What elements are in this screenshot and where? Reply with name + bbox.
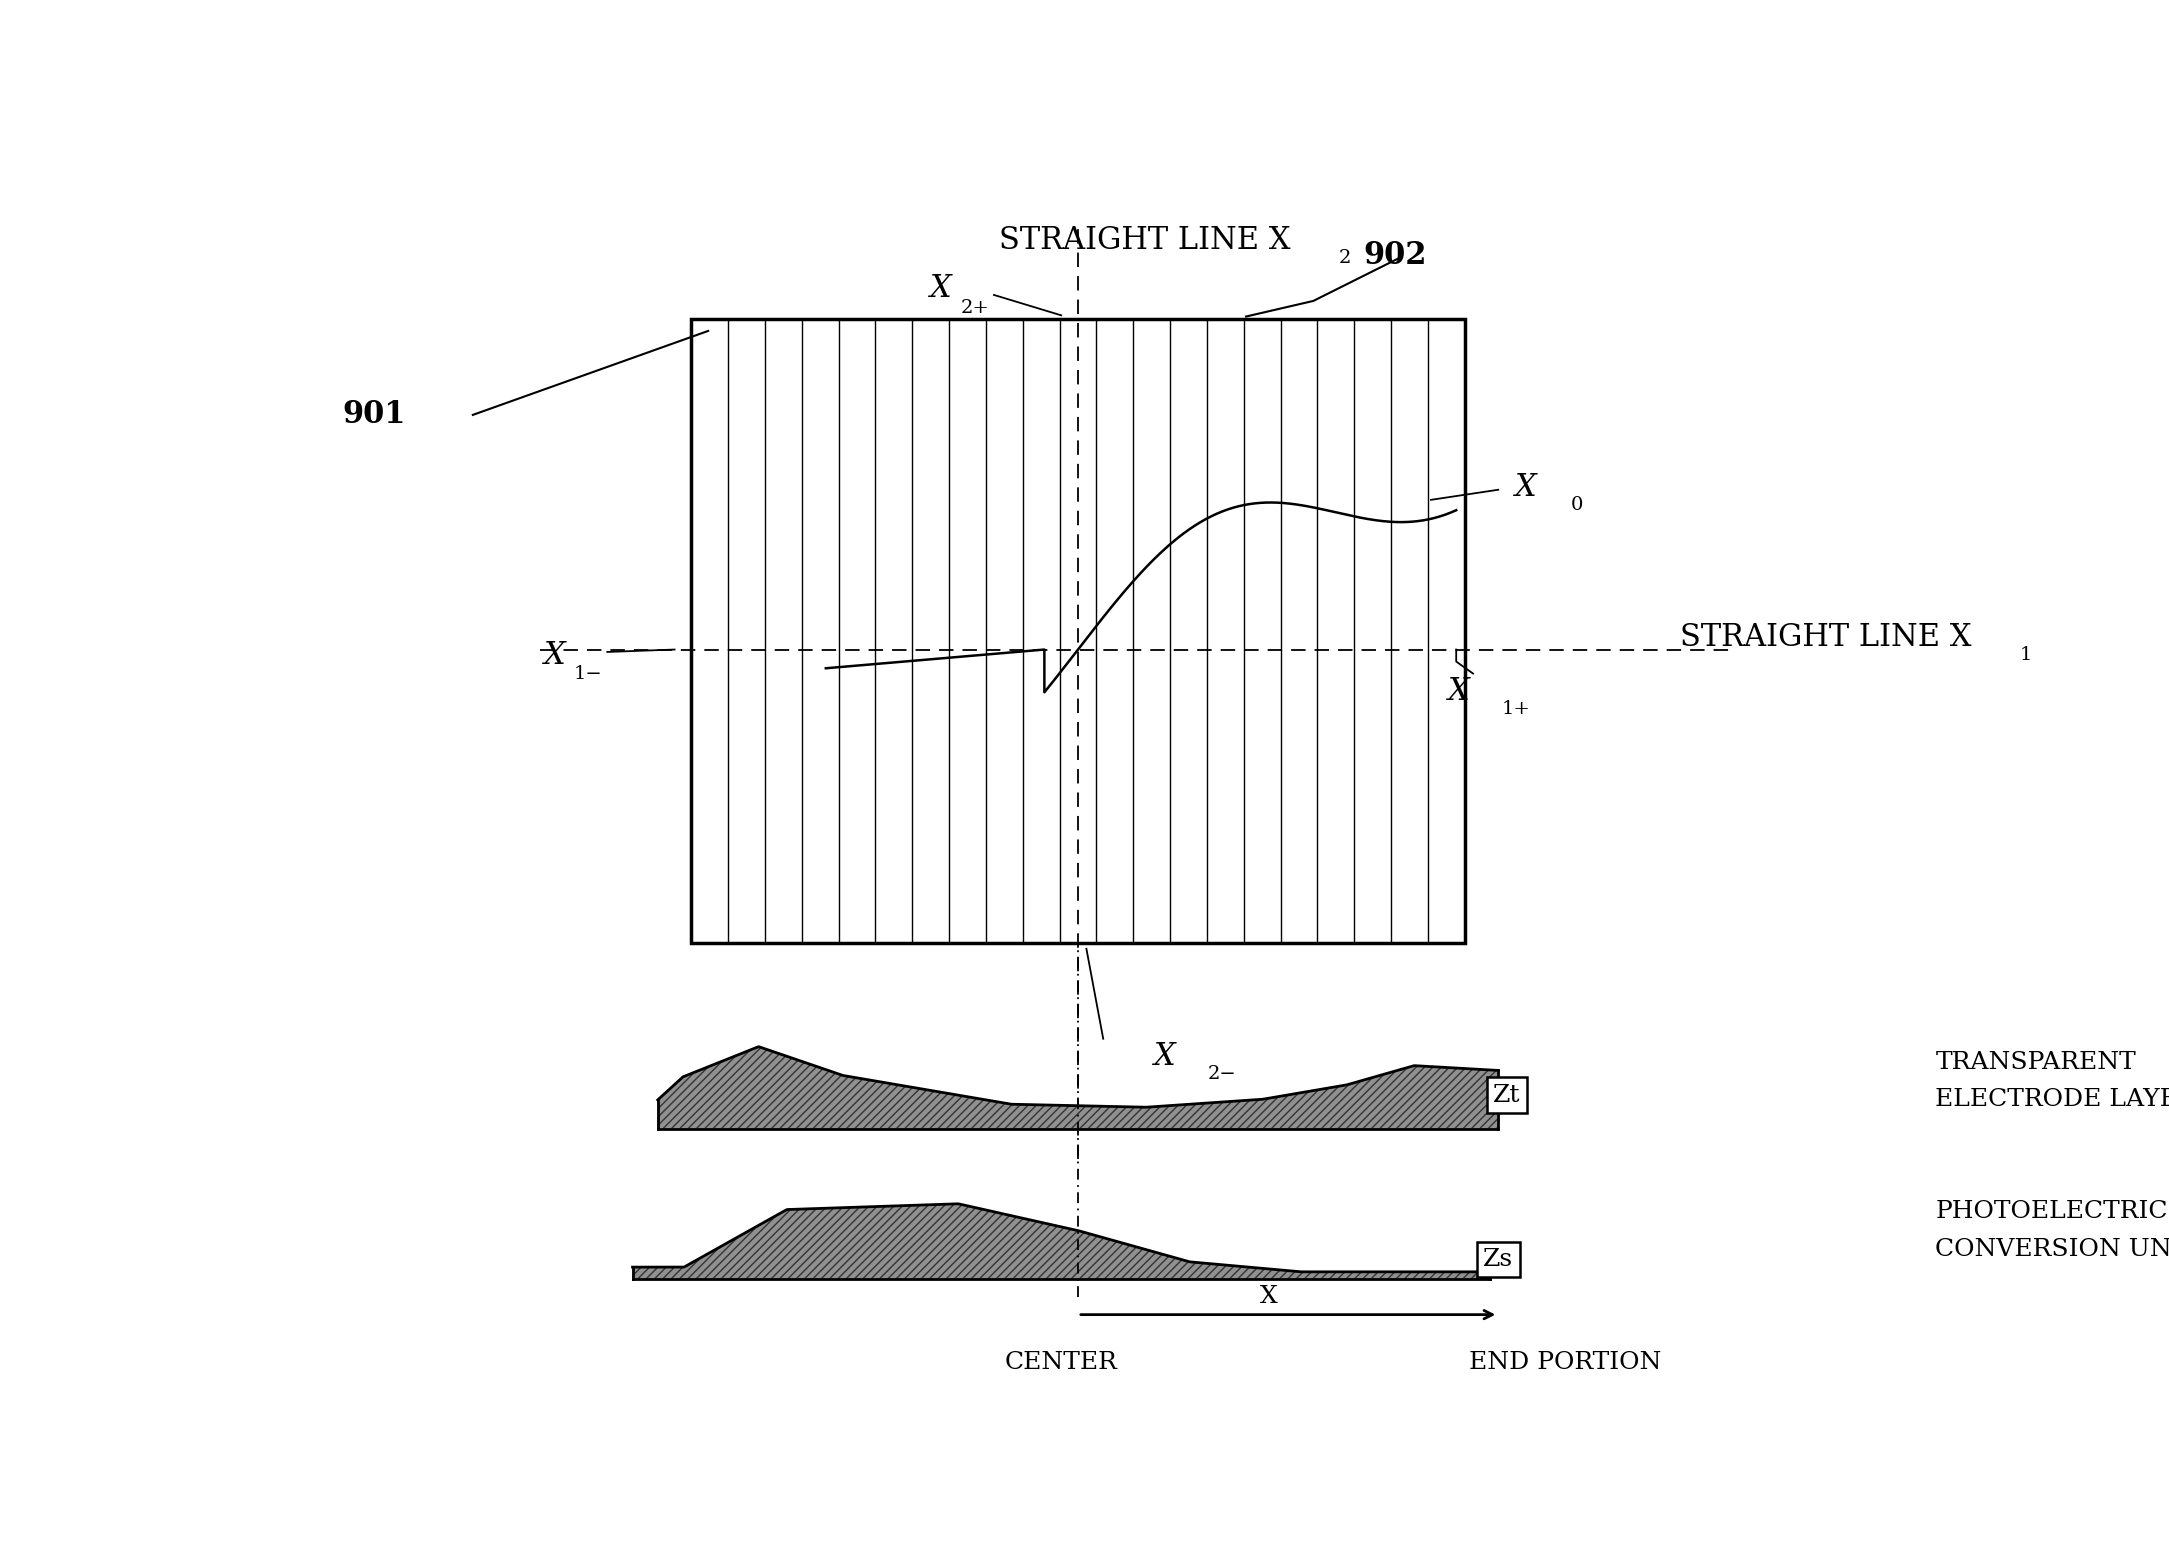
Text: 2+: 2+ — [961, 299, 989, 316]
Text: X: X — [544, 640, 566, 671]
Text: 1+: 1+ — [1501, 700, 1531, 718]
Bar — [692, 319, 1464, 943]
Text: X: X — [931, 274, 952, 304]
Bar — [692, 319, 1464, 943]
Text: PHOTOELECTRIC
CONVERSION UNIT: PHOTOELECTRIC CONVERSION UNIT — [1935, 1201, 2169, 1260]
Text: 1−: 1− — [573, 665, 603, 682]
Text: 901: 901 — [343, 399, 406, 430]
Text: 0: 0 — [1570, 495, 1583, 514]
Text: 2−: 2− — [1208, 1066, 1236, 1083]
Text: X: X — [1449, 676, 1471, 707]
Text: TRANSPARENT
ELECTRODE LAYER: TRANSPARENT ELECTRODE LAYER — [1935, 1050, 2169, 1111]
Text: STRAIGHT LINE X: STRAIGHT LINE X — [1681, 622, 1972, 653]
Text: Zt: Zt — [1492, 1084, 1520, 1106]
Text: X: X — [1260, 1285, 1278, 1309]
Text: 902: 902 — [1364, 240, 1427, 271]
Text: CENTER: CENTER — [1004, 1351, 1117, 1374]
Text: Zs: Zs — [1484, 1248, 1514, 1271]
Text: STRAIGHT LINE X: STRAIGHT LINE X — [1000, 226, 1291, 257]
Text: X: X — [1154, 1041, 1176, 1072]
Text: 1: 1 — [2019, 647, 2032, 664]
Text: X: X — [1514, 472, 1538, 503]
Text: END PORTION: END PORTION — [1468, 1351, 1661, 1374]
Text: 2: 2 — [1338, 249, 1351, 268]
